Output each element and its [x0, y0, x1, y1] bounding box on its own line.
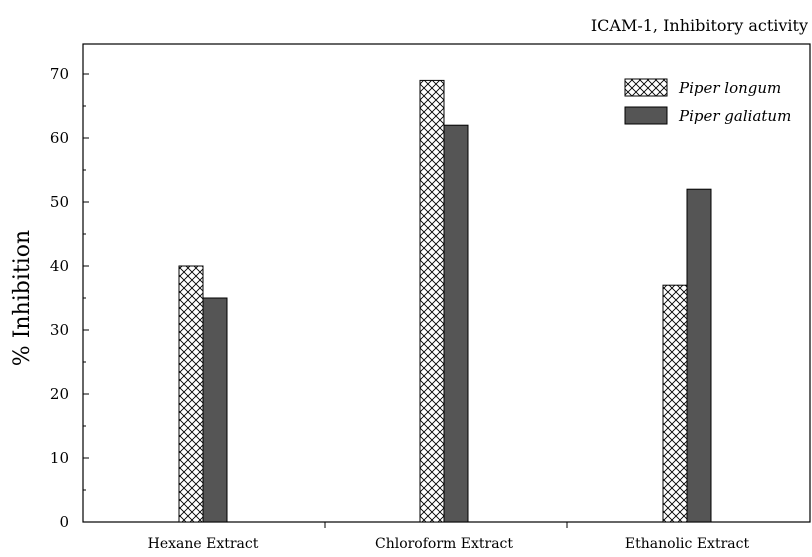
legend-label: Piper galiatum [678, 107, 791, 125]
bar-piper-galiatum [443, 124, 469, 523]
y-tick-label: 70 [50, 65, 69, 83]
x-tick-label: Chloroform Extract [375, 536, 513, 552]
y-tick-label: 10 [50, 449, 69, 467]
bar-piper-galiatum [202, 297, 228, 523]
legend-label: Piper longum [678, 79, 781, 97]
x-tick-label: Hexane Extract [148, 536, 259, 552]
y-tick-label: 0 [59, 513, 69, 531]
bar-piper-longum [419, 79, 445, 523]
bar-piper-longum [178, 265, 204, 523]
legend-swatch [624, 106, 668, 125]
y-tick-label: 40 [50, 257, 69, 275]
y-axis-label: % Inhibition [10, 230, 35, 366]
chart-title: ICAM-1, Inhibitory activity [591, 16, 808, 35]
bar-piper-longum [662, 284, 688, 523]
x-tick-label: Ethanolic Extract [625, 536, 750, 552]
legend-swatch [624, 78, 668, 97]
y-tick-label: 30 [50, 321, 69, 339]
bar-piper-galiatum [686, 188, 712, 523]
y-tick-label: 20 [50, 385, 69, 403]
y-tick-label: 50 [50, 193, 69, 211]
y-tick-label: 60 [50, 129, 69, 147]
